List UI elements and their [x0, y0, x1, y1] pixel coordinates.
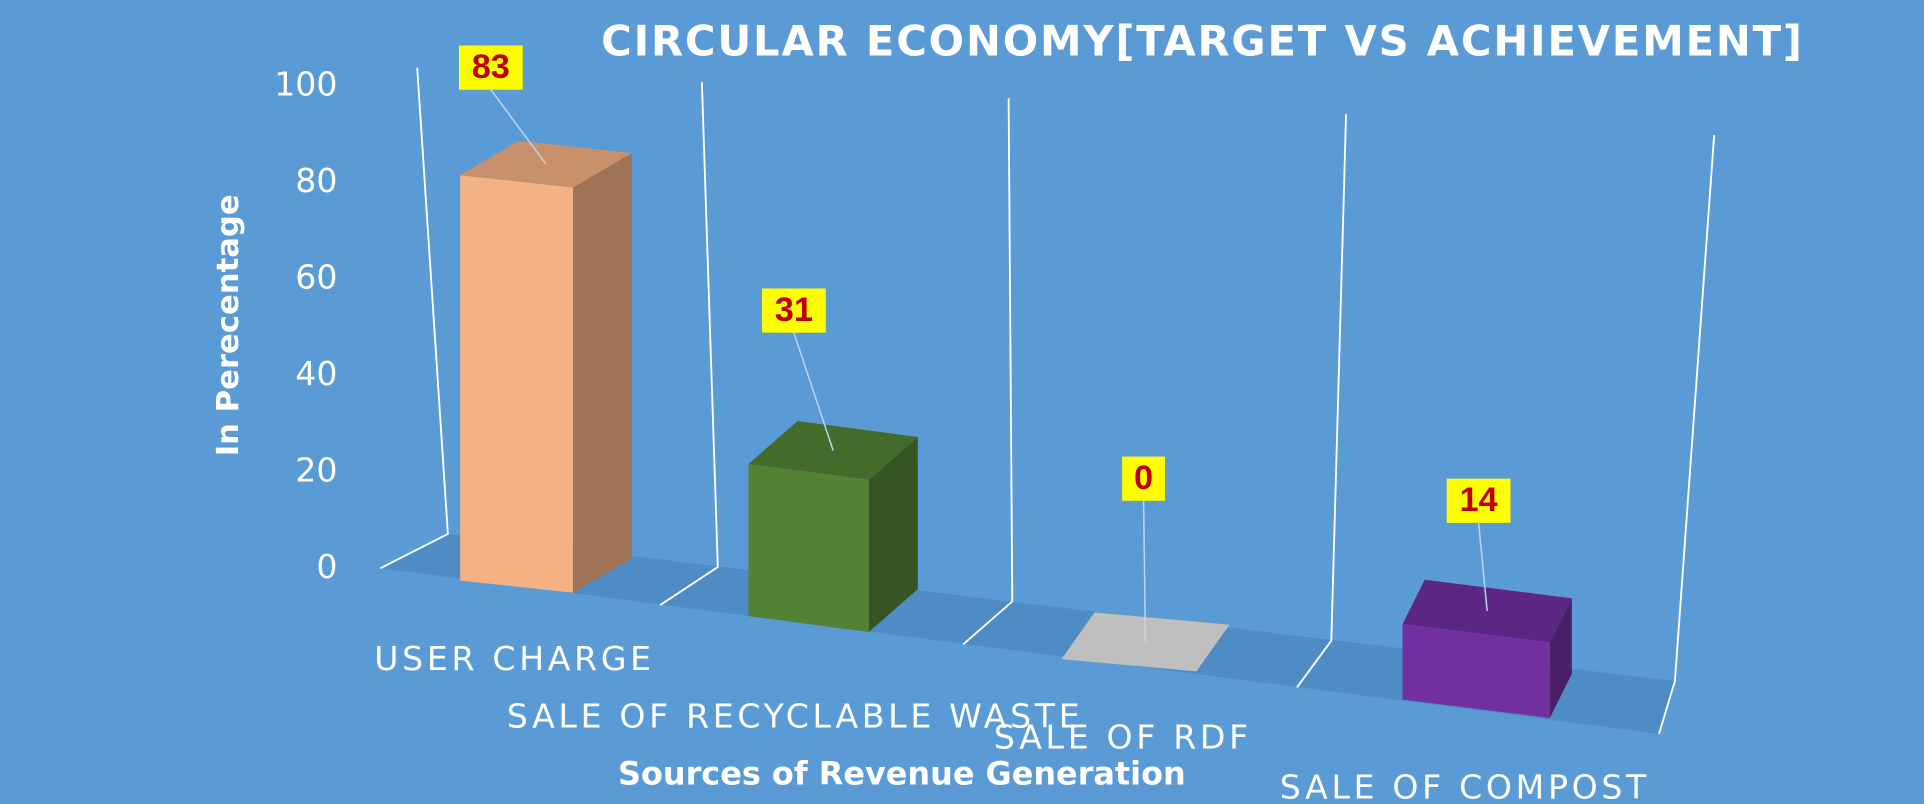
bar [460, 140, 632, 593]
wall-line [1658, 135, 1716, 735]
bar-top [460, 140, 632, 188]
y-tick-label: 40 [295, 354, 337, 393]
x-tick-label: SALE OF RDF [994, 717, 1252, 756]
data-label-box [761, 288, 826, 333]
x-tick-label: SALE OF COMPOST [1280, 768, 1650, 804]
bar [748, 421, 918, 633]
wall-line [1296, 114, 1347, 688]
y-tick-label: 0 [316, 547, 337, 586]
x-axis-title: Sources of Revenue Generation [618, 755, 1186, 793]
walls [379, 67, 1716, 735]
bar-top [1402, 579, 1572, 643]
wall-line [659, 82, 719, 606]
data-label: 0 [1134, 459, 1153, 497]
bar-front [460, 175, 574, 593]
leader-line [490, 89, 547, 165]
y-tick-label: 100 [274, 65, 337, 104]
data-label-box [1446, 478, 1511, 523]
wall-line [962, 98, 1014, 646]
y-tick-label: 60 [295, 257, 337, 296]
bar-front [1402, 623, 1550, 718]
floor [380, 533, 1675, 734]
data-label: 31 [775, 291, 813, 329]
y-axis-title: In Perecentage [211, 194, 246, 456]
bar-side [868, 436, 918, 633]
x-tick-label: USER CHARGE [374, 639, 655, 678]
bar-side [573, 153, 632, 593]
data-label-box [1122, 456, 1166, 501]
data-label: 83 [472, 48, 510, 86]
data-label: 14 [1459, 481, 1497, 519]
data-label-box [458, 45, 523, 90]
y-tick-label: 80 [295, 161, 337, 200]
chart-title: CIRCULAR ECONOMY[TARGET VS ACHIEVEMENT] [601, 16, 1804, 65]
leader-line [1477, 522, 1488, 612]
y-tick-label: 20 [295, 450, 337, 489]
leader-line [793, 332, 834, 451]
bar-front [748, 463, 869, 633]
bar-side [1549, 598, 1572, 718]
x-tick-label: SALE OF RECYCLABLE WASTE [507, 696, 1084, 735]
bar [1402, 579, 1572, 718]
leader-line [1142, 500, 1147, 642]
wall-line [379, 67, 449, 570]
